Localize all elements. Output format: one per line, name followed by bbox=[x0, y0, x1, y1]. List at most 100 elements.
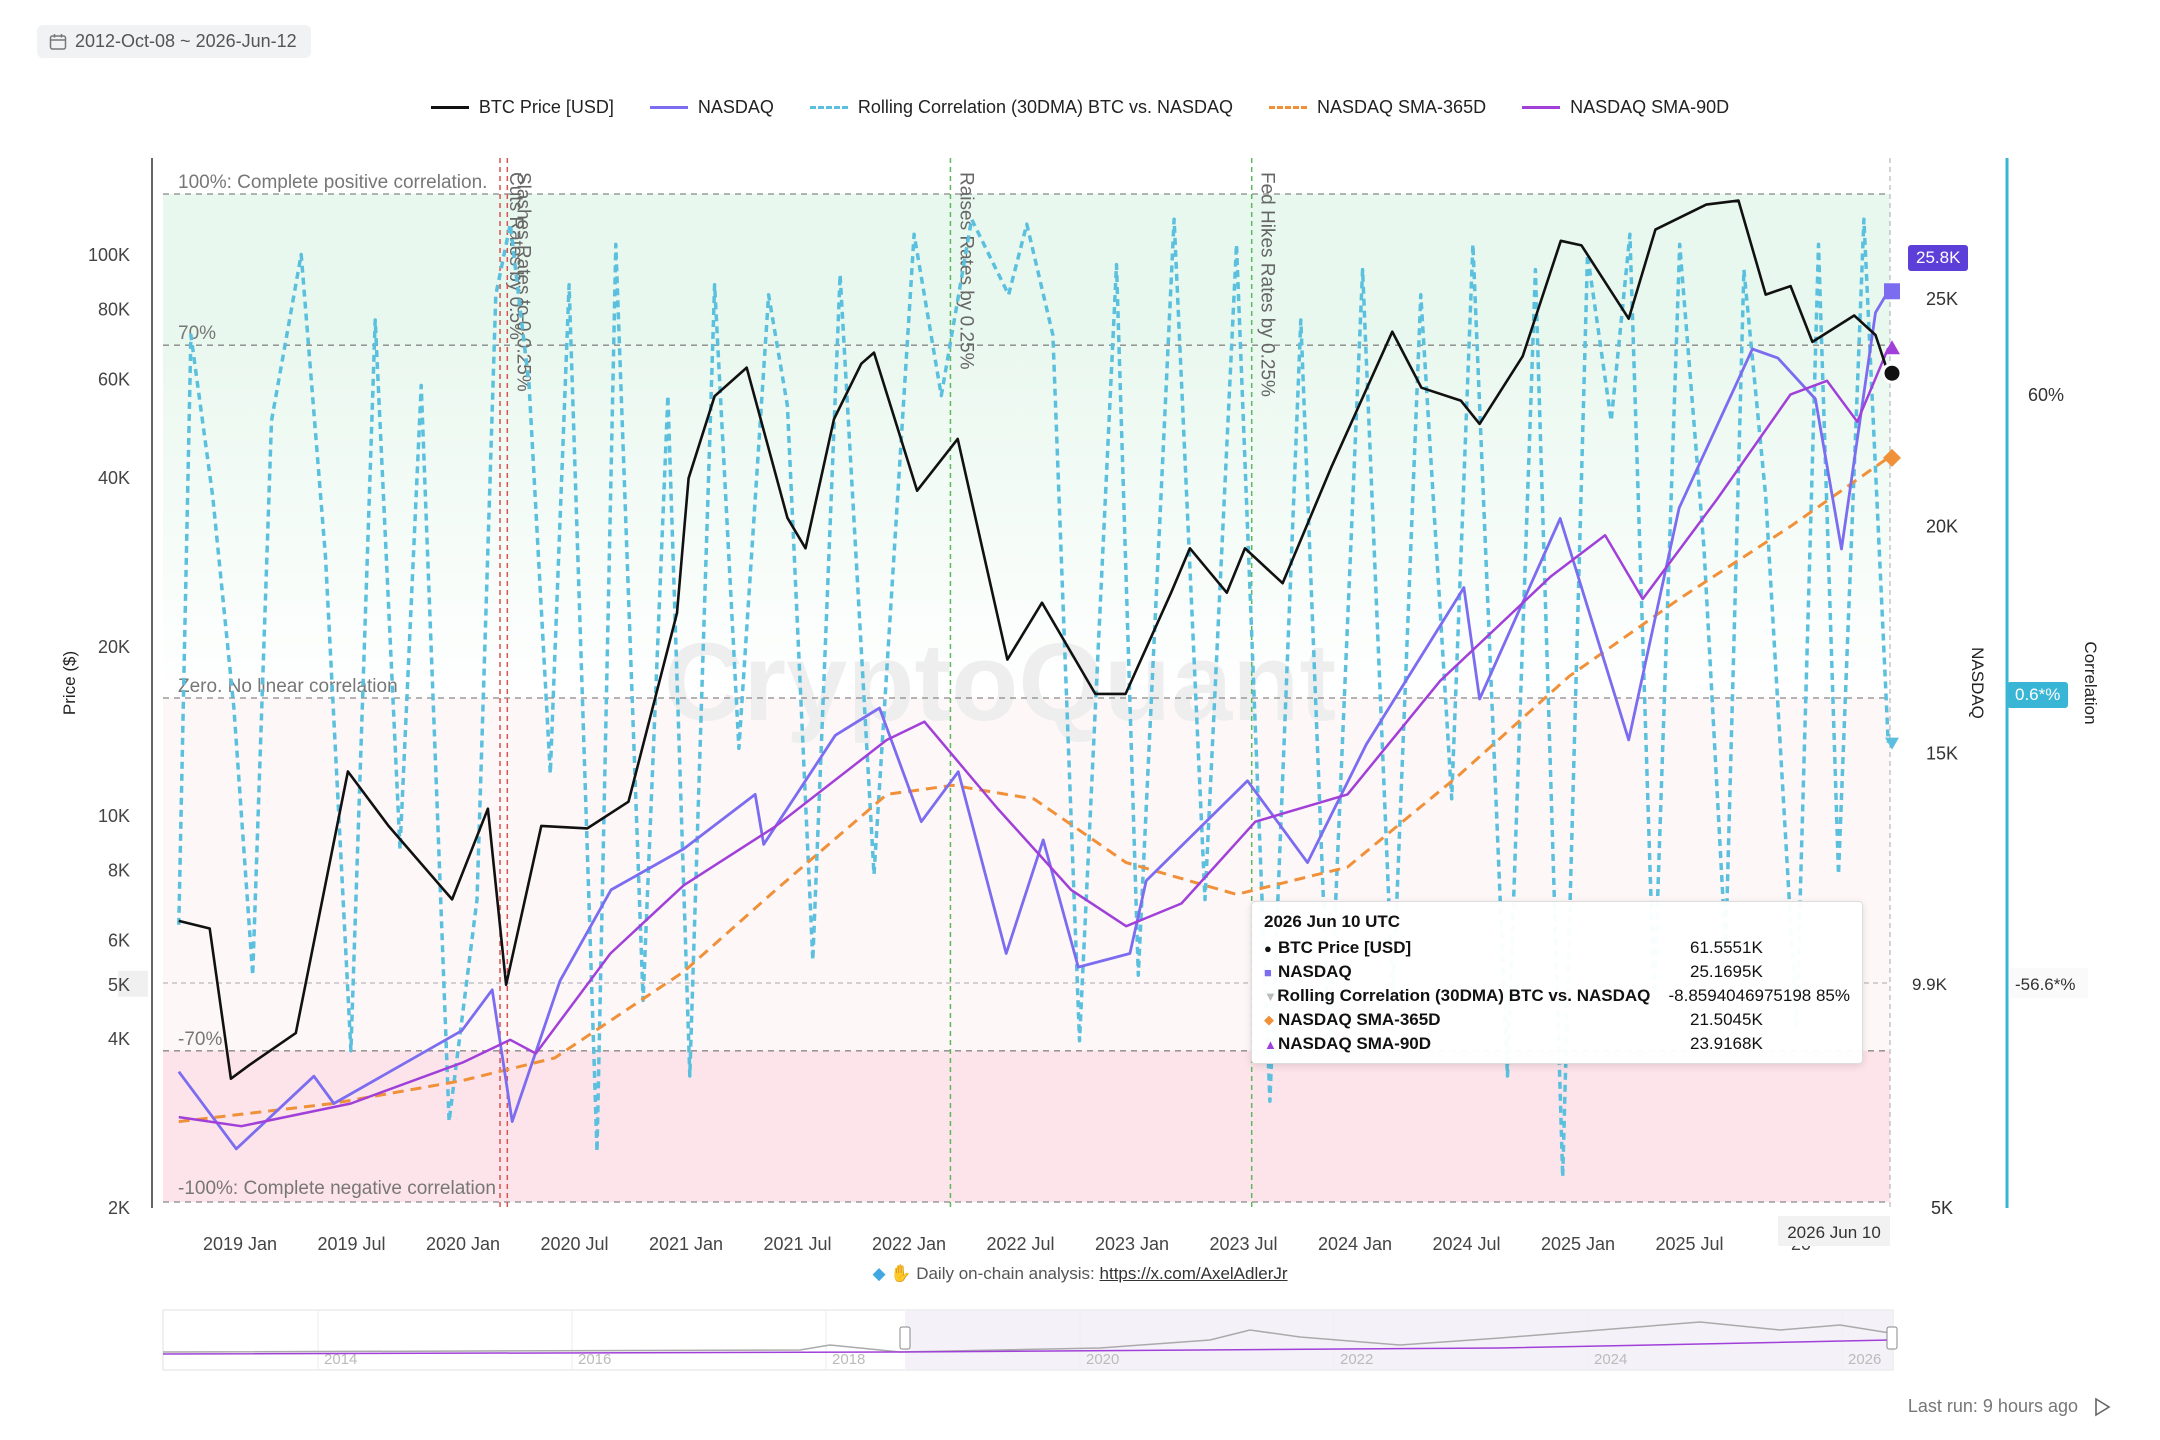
nasdaq-cursor-readout: 9.9K bbox=[1912, 975, 1948, 994]
band-label: -100%: Complete negative correlation bbox=[178, 1178, 496, 1199]
positive-correlation-band bbox=[163, 194, 1890, 346]
y-left-tick: 5K bbox=[108, 975, 130, 995]
tooltip-marker: ▲ bbox=[1264, 1036, 1277, 1052]
tooltip-series-value: 23.9168K bbox=[1690, 1034, 1763, 1053]
x-tick: 2021 Jan bbox=[649, 1234, 723, 1254]
navigator-year-label: 2014 bbox=[324, 1351, 357, 1368]
tooltip-series-name: BTC Price [USD] bbox=[1278, 938, 1412, 957]
event-label: Raises Rates by 0.25% bbox=[955, 172, 976, 370]
band-label: 100%: Complete positive correlation. bbox=[178, 172, 487, 193]
marker-correlation bbox=[1885, 737, 1899, 750]
band-label: -70% bbox=[178, 1029, 222, 1050]
last-run-status: Last run: 9 hours ago bbox=[1908, 1396, 2112, 1417]
x-tick: 2019 Jul bbox=[317, 1234, 385, 1254]
tooltip-row-sma365: ◆ NASDAQ SMA-365D 21.5045K bbox=[1264, 1008, 1850, 1032]
nasdaq-current-badge: 25.8K bbox=[1908, 245, 1969, 271]
navigator-year-label: 2020 bbox=[1086, 1351, 1119, 1368]
series-line-nasdaq-sma-365d bbox=[178, 456, 1890, 1124]
y-right-tick: 20K bbox=[1926, 516, 1958, 536]
tooltip-row-btc: ● BTC Price [USD] 61.5551K bbox=[1264, 936, 1850, 960]
navigator-nasdaq-line bbox=[162, 1339, 1891, 1355]
y-left-label: Price ($) bbox=[60, 651, 79, 715]
x-tick: 2024 Jul bbox=[1432, 1234, 1500, 1254]
navigator-year-label: 2026 bbox=[1848, 1351, 1881, 1368]
x-tick: 2023 Jan bbox=[1095, 1234, 1169, 1254]
tooltip-series-value: -8.8594046975198 85% bbox=[1668, 986, 1851, 1005]
legend-item-sma90[interactable]: NASDAQ SMA-90D bbox=[1522, 97, 1729, 118]
tooltip-series-value: 21.5045K bbox=[1690, 1010, 1763, 1029]
legend-swatch bbox=[430, 106, 469, 109]
y-left-tick: 8K bbox=[108, 860, 130, 880]
x-tick: 2022 Jul bbox=[986, 1234, 1054, 1254]
legend-label: BTC Price [USD] bbox=[478, 97, 614, 117]
tooltip-series-name: Rolling Correlation (30DMA) BTC vs. NASD… bbox=[1277, 986, 1651, 1005]
chart-tooltip: 2026 Jun 10 UTC ● BTC Price [USD] 61.5551K… bbox=[1251, 901, 1863, 1064]
legend-item-sma365[interactable]: NASDAQ SMA-365D bbox=[1269, 97, 1486, 118]
tooltip-marker: ◆ bbox=[1264, 1012, 1274, 1027]
navigator-year-label: 2022 bbox=[1340, 1351, 1373, 1368]
marker-sma90 bbox=[1884, 340, 1900, 355]
y-right2-tick: 60% bbox=[2028, 385, 2064, 405]
navigator-year-label: 2024 bbox=[1594, 1351, 1627, 1368]
watermark: CryptoQuant bbox=[664, 621, 1336, 744]
y-right-tick: 15K bbox=[1926, 744, 1958, 764]
tooltip-title: 2026 Jun 10 UTC bbox=[1264, 912, 1401, 931]
play-icon[interactable] bbox=[2092, 1397, 2112, 1417]
x-tick: 2025 Jul bbox=[1655, 1234, 1723, 1254]
series-line-nasdaq-sma-90d bbox=[178, 347, 1890, 1128]
navigator-handle-right bbox=[1886, 1326, 1898, 1350]
navigator-btc-line bbox=[162, 1321, 1891, 1353]
x-tick: 2022 Jan bbox=[872, 1234, 946, 1254]
tooltip-marker: ■ bbox=[1264, 964, 1272, 980]
y-left-tick: 20K bbox=[98, 637, 130, 657]
tooltip-row-sma90: ▲ NASDAQ SMA-90D 23.9168K bbox=[1264, 1032, 1850, 1056]
y-left-tick: 80K bbox=[98, 299, 130, 319]
credit-line: ◆ ✋ Daily on-chain analysis: https://x.c… bbox=[0, 1264, 2160, 1284]
legend-item-btc[interactable]: BTC Price [USD] bbox=[430, 97, 614, 118]
y-left-tick: 60K bbox=[98, 369, 130, 389]
legend-swatch bbox=[1269, 106, 1308, 109]
y-left-tick: 10K bbox=[98, 806, 130, 826]
marker-btc-price bbox=[1881, 362, 1903, 384]
legend-swatch bbox=[649, 106, 688, 109]
tooltip-marker: ▼ bbox=[1264, 988, 1277, 1004]
y-right-label: NASDAQ bbox=[1968, 647, 1987, 719]
legend-label: NASDAQ SMA-90D bbox=[1570, 97, 1730, 117]
navigator-handle-left bbox=[899, 1326, 911, 1350]
navigator-year-label: 2016 bbox=[578, 1351, 611, 1368]
marker-nasdaq bbox=[1884, 283, 1900, 300]
y-right-tick: 5K bbox=[1931, 1198, 1953, 1218]
x-tick: 2024 Jan bbox=[1318, 1234, 1392, 1254]
credit-link[interactable]: https://x.com/AxelAdlerJr bbox=[1099, 1264, 1288, 1283]
navigator-selection bbox=[905, 1310, 1893, 1370]
credit-prefix: Daily on-chain analysis: bbox=[916, 1264, 1095, 1283]
tooltip-series-name: NASDAQ SMA-365D bbox=[1278, 1010, 1441, 1029]
upper-correlation-band bbox=[163, 345, 1890, 698]
tooltip-row-correlation: ▼ Rolling Correlation (30DMA) BTC vs. NAS… bbox=[1264, 984, 1850, 1008]
legend-swatch bbox=[809, 106, 848, 109]
last-run-label: Last run: 9 hours ago bbox=[1907, 1396, 2078, 1416]
x-tick: 2020 Jul bbox=[540, 1234, 608, 1254]
tooltip-series-value: 61.5551K bbox=[1690, 938, 1763, 957]
x-tick: 2019 Jan bbox=[203, 1234, 277, 1254]
y-left-tick: 2K bbox=[108, 1198, 130, 1218]
y-left-tick: 100K bbox=[88, 245, 130, 265]
x-tick: 2025 Jan bbox=[1541, 1234, 1615, 1254]
legend-item-nasdaq[interactable]: NASDAQ bbox=[649, 97, 774, 118]
diamond-icon: ◆ bbox=[872, 1264, 886, 1283]
y-left-tick: 4K bbox=[108, 1029, 130, 1049]
series-line-rolling-correlation-30dma-btc-vs-nasdaq bbox=[177, 217, 1890, 1179]
date-range-picker[interactable]: 2012-Oct-08 ~ 2026-Jun-12 bbox=[37, 25, 311, 58]
tooltip-series-value: 25.1695K bbox=[1690, 962, 1763, 981]
tooltip-series-name: NASDAQ SMA-90D bbox=[1278, 1034, 1432, 1053]
legend-swatch bbox=[1522, 106, 1561, 109]
x-tick: 2023 Jul bbox=[1209, 1234, 1277, 1254]
legend-item-correlation[interactable]: Rolling Correlation (30DMA) BTC vs. NASD… bbox=[809, 97, 1234, 118]
series-line-nasdaq bbox=[177, 290, 1890, 1151]
legend-label: NASDAQ bbox=[697, 97, 774, 117]
legend-label: Rolling Correlation (30DMA) BTC vs. NASD… bbox=[857, 97, 1234, 117]
tooltip-marker: ● bbox=[1264, 940, 1272, 956]
navigator-year-label: 2018 bbox=[832, 1351, 865, 1368]
calendar-icon bbox=[49, 33, 67, 50]
